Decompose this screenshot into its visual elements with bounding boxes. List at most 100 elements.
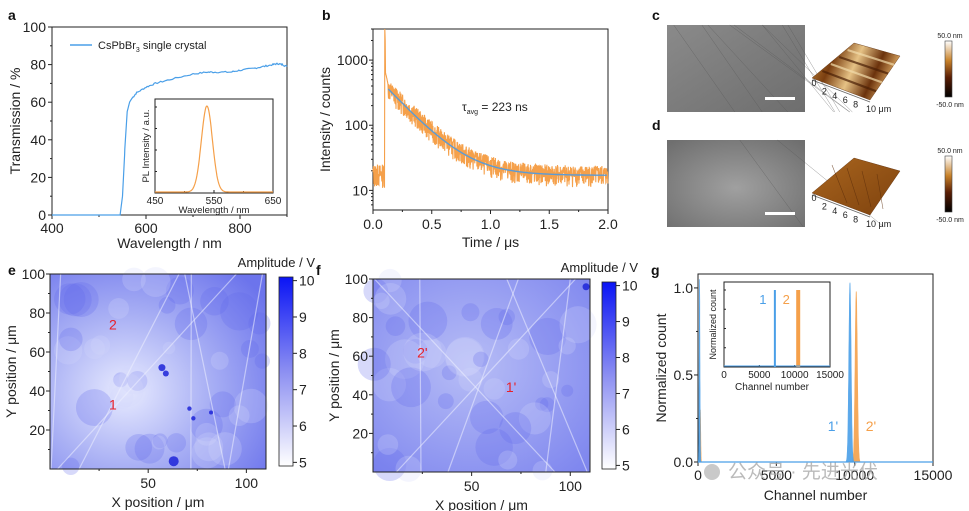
panel-f-colorbar-tick-label: 9 (622, 314, 630, 330)
panel-e-heatmap-texture (59, 327, 83, 352)
panel-e-heatmap-texture (63, 282, 99, 317)
panel-d-colorbar-top-label: 50.0 nm (937, 148, 962, 155)
panel-e-heatmap-texture (158, 296, 176, 314)
panel-a-inset-axes (154, 98, 274, 194)
panel-e-ytick-label: 60 (29, 344, 45, 360)
panel-e-heatmap-texture (210, 351, 229, 370)
panel-f-heatmap-texture (507, 338, 530, 360)
panel-a-inset-pl-line (155, 105, 273, 193)
panel-f-heatmap-texture (561, 384, 574, 397)
panel-a-xtick-label: 800 (228, 220, 252, 236)
panel-e-ytick-label: 40 (29, 383, 45, 399)
panel-c-sem-crack (701, 24, 763, 113)
panel-f-heatmap-texture (498, 450, 518, 470)
panel-b-ylabel: Intensity / counts (317, 67, 333, 172)
panel-g-ytick-label: 0.0 (674, 454, 694, 470)
panel-a-legend-label: CsPbBr3 single crystal (98, 40, 206, 54)
panel-d-afm-tick-label: 10 μm (866, 219, 891, 229)
panel-g-xtick-label: 15000 (914, 467, 953, 483)
panel-e-heatmap-texture (108, 298, 130, 319)
panel-f-heatmap-texture (473, 351, 489, 368)
panel-f-heatmap-crack (506, 278, 588, 473)
panel-e-heatmap-crack (50, 273, 62, 470)
panel-c-sem-crack (673, 24, 735, 113)
panel-f-colorbar (601, 281, 617, 470)
panel-f-annotation: 2' (417, 344, 427, 360)
panel-f-heatmap-crack (396, 278, 576, 473)
panel-d-afm-tick-label: 2 (822, 201, 827, 211)
panel-a-ytick-label: 100 (23, 19, 47, 35)
watermark-icon (704, 464, 720, 480)
panel-label-d: d (652, 117, 661, 133)
panel-e-heatmap-texture (122, 267, 146, 292)
panel-e-colorbar (278, 276, 294, 467)
panel-e-xtick-label: 100 (235, 475, 259, 491)
panel-e-heatmap-texture (54, 283, 86, 315)
panel-f-heatmap-texture (499, 412, 532, 445)
panel-c-sem-crack (762, 24, 834, 113)
panel-b-xtick-label: 1.0 (481, 216, 501, 232)
panel-e-heatmap-texture (134, 433, 165, 464)
panel-c-scale-bar (765, 97, 795, 100)
panel-e-colorbar-tick-label: 5 (299, 454, 307, 470)
panel-e-heatmap-crack (57, 273, 237, 470)
panel-b-ytick-label: 100 (345, 117, 369, 133)
panel-d-afm-tick-label: 0 (811, 193, 816, 203)
panel-b-xtick-label: 1.5 (540, 216, 560, 232)
panel-b-xlabel: Time / μs (462, 234, 519, 250)
panel-e-heatmap-crack (227, 273, 264, 470)
panel-f-heatmap-texture (391, 367, 431, 408)
panel-c-sem-crack (733, 24, 851, 113)
panel-c-afm-tick-label: 10 μm (866, 104, 891, 114)
panel-e-heatmap-texture (90, 335, 111, 355)
panel-e-heatmap-texture (254, 353, 270, 369)
panel-b-xtick-label: 0.0 (363, 216, 383, 232)
panel-e-colorbar-tick-label: 7 (299, 382, 307, 398)
panel-d-colorbar-bottom-label: -50.0 nm (936, 217, 964, 224)
panel-a-ytick-label: 20 (30, 169, 46, 185)
panel-e-heatmap-texture (58, 283, 92, 317)
panel-d-scale-bar (765, 212, 795, 215)
panel-f-heatmap-texture (385, 316, 406, 336)
panel-e-annotation: 2 (109, 317, 117, 333)
panel-e-ylabel: Y position / μm (3, 325, 19, 418)
panel-g-peak-blue (697, 279, 702, 463)
panel-a-ytick-label: 60 (30, 94, 46, 110)
panel-g-inset-xlabel: Channel number (735, 382, 810, 393)
panel-f-ytick-label: 60 (352, 348, 368, 364)
panel-g-xtick-label: 0 (694, 467, 702, 483)
panel-d-afm-tick-label: 6 (843, 210, 848, 220)
panel-f-ytick-label: 20 (352, 425, 368, 441)
panel-d-afm-surface (811, 157, 901, 216)
panel-c-afm-tick-label: 8 (853, 100, 858, 110)
panel-f-heatmap-texture (437, 393, 454, 410)
panel-label-c: c (652, 7, 660, 23)
panel-c-afm-tick-label: 2 (822, 86, 827, 96)
panel-c-colorbar-bottom-label: -50.0 nm (936, 102, 964, 109)
panel-g-ytick-label: 0.5 (674, 367, 694, 383)
panel-g-inset-peak-2 (796, 290, 801, 367)
panel-c-afm-axis (811, 79, 871, 103)
panel-g-xtick-label: 5000 (761, 467, 792, 483)
panel-e-ytick-label: 20 (29, 422, 45, 438)
panel-f-ytick-label: 40 (352, 387, 368, 403)
panel-f-heatmap-texture (373, 292, 390, 310)
panel-f-heatmap-texture (532, 460, 553, 481)
panel-e-heatmap-texture (109, 385, 134, 410)
panel-a-ytick-label: 80 (30, 57, 46, 73)
panel-f-heatmap-texture (535, 397, 549, 411)
panel-f-xtick-label: 100 (559, 478, 583, 494)
panel-e-heatmap-texture (233, 388, 269, 424)
panel-g-inset-xtick-label: 15000 (816, 370, 844, 381)
panel-g-ytick-label: 1.0 (674, 280, 694, 296)
panel-b-xtick-label: 2.0 (598, 216, 618, 232)
panel-g-inset-axes (723, 281, 831, 368)
panel-f-heatmap (373, 279, 590, 472)
panel-g-label-2prime: 2' (866, 418, 876, 434)
panel-e-heatmap-spot (162, 370, 169, 377)
panel-f-heatmap-texture (385, 339, 425, 380)
panel-f-ytick-label: 100 (345, 271, 369, 287)
panel-a-ylabel: Transmission / % (7, 68, 23, 175)
panel-e-heatmap-texture (191, 437, 223, 469)
panel-e-heatmap-spot (158, 364, 166, 372)
